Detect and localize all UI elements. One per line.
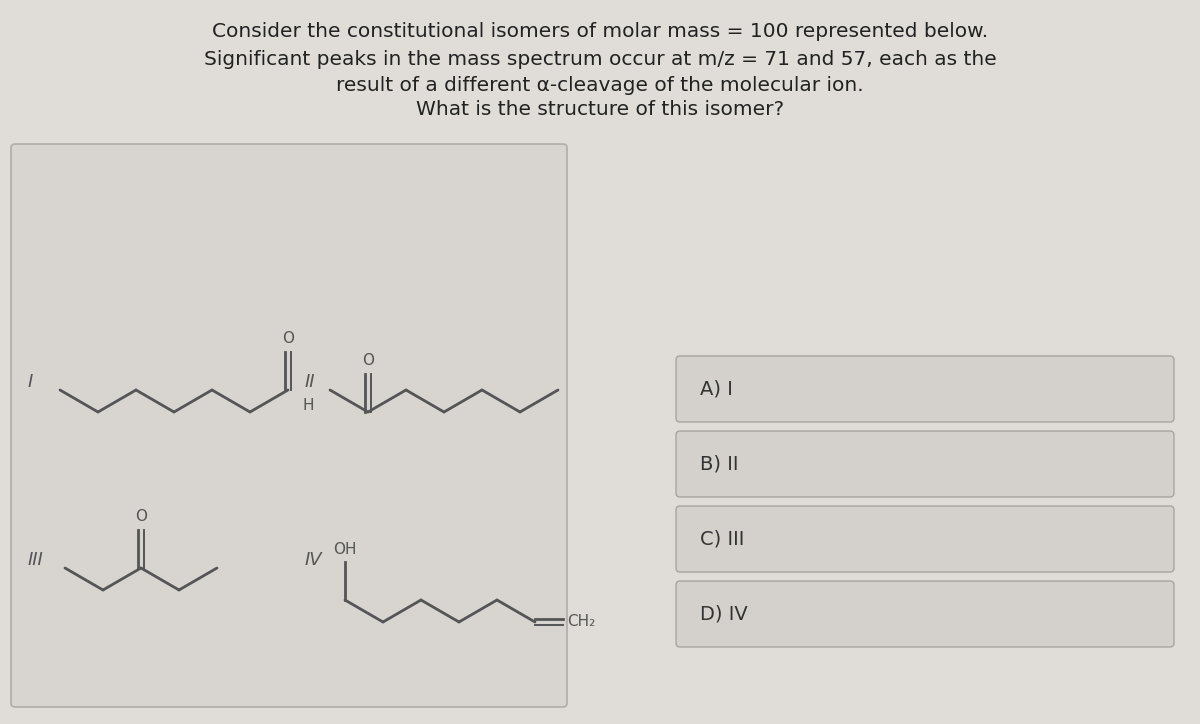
Text: I: I xyxy=(28,373,34,391)
Text: II: II xyxy=(305,373,316,391)
Text: OH: OH xyxy=(334,542,356,557)
Text: result of a different α-cleavage of the molecular ion.: result of a different α-cleavage of the … xyxy=(336,76,864,95)
FancyBboxPatch shape xyxy=(676,581,1174,647)
Text: D) IV: D) IV xyxy=(700,605,748,623)
Text: A) I: A) I xyxy=(700,379,733,398)
Text: IV: IV xyxy=(305,551,323,569)
Text: What is the structure of this isomer?: What is the structure of this isomer? xyxy=(416,100,784,119)
FancyBboxPatch shape xyxy=(676,506,1174,572)
FancyBboxPatch shape xyxy=(676,356,1174,422)
Text: III: III xyxy=(28,551,43,569)
Text: Consider the constitutional isomers of molar mass = 100 represented below.: Consider the constitutional isomers of m… xyxy=(212,22,988,41)
Text: C) III: C) III xyxy=(700,529,744,549)
Text: O: O xyxy=(282,331,294,346)
Text: B) II: B) II xyxy=(700,455,738,473)
Text: O: O xyxy=(134,509,148,524)
FancyBboxPatch shape xyxy=(676,431,1174,497)
FancyBboxPatch shape xyxy=(11,144,568,707)
Text: H: H xyxy=(302,398,313,413)
Text: O: O xyxy=(362,353,374,368)
Text: Significant peaks in the mass spectrum occur at m/z = 71 and 57, each as the: Significant peaks in the mass spectrum o… xyxy=(204,50,996,69)
Text: CH₂: CH₂ xyxy=(568,615,595,629)
